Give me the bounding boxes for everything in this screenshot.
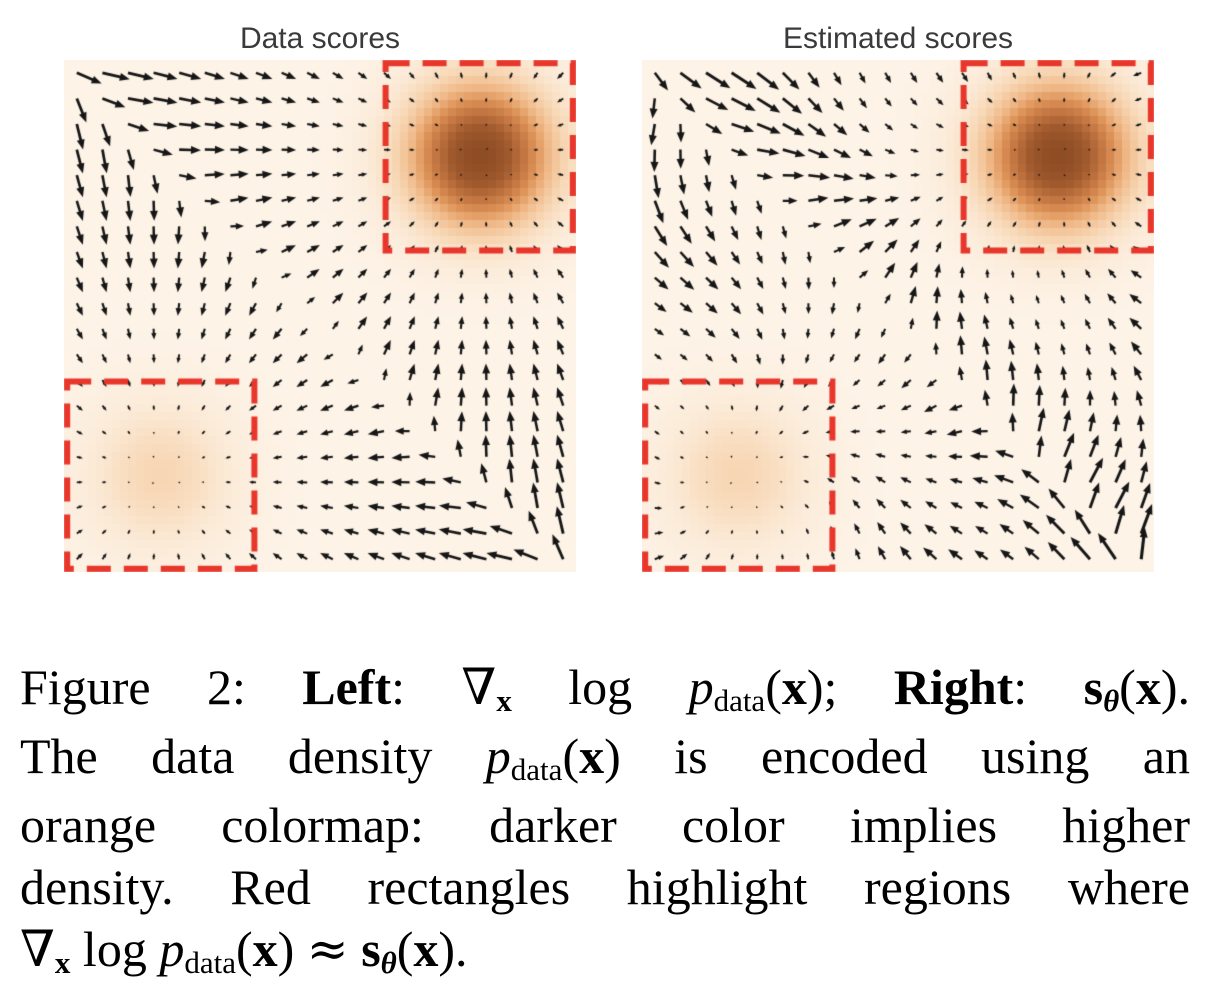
caption-text-segment: data [184, 944, 236, 980]
caption-text-segment: θ [380, 944, 397, 980]
caption-text-segment: x [54, 944, 71, 980]
caption-text-segment: x [252, 921, 278, 977]
figure-caption: Figure 2: Left: ∇x log pdata(x); Right: … [20, 656, 1190, 987]
caption-text-segment: ); [806, 659, 894, 715]
caption-text-segment: ( [396, 921, 414, 977]
panel-title-data-scores: Data scores [239, 22, 401, 55]
caption-text-segment: p [485, 728, 511, 784]
caption-text-segment: ( [765, 659, 782, 715]
caption-text-segment: ∇ [461, 658, 497, 716]
caption-text-segment: log [70, 921, 160, 977]
caption-line: orange colormap: darker color implies hi… [20, 794, 1190, 856]
caption-text-segment: : [1013, 659, 1084, 715]
caption-text-segment [349, 921, 362, 977]
caption-line: ∇x log pdata(x) ≈ sθ(x). [20, 918, 1190, 987]
caption-text-segment: Left [302, 659, 392, 715]
caption-text-segment: ( [235, 921, 253, 977]
caption-text-segment: p [688, 659, 714, 715]
caption-text-segment: θ [1103, 682, 1120, 718]
caption-text-segment: Figure 2: [20, 659, 303, 715]
caption-text-segment: : [391, 659, 462, 715]
caption-line: Figure 2: Left: ∇x log pdata(x); Right: … [20, 656, 1190, 725]
caption-text-segment: ∇ [20, 920, 55, 978]
caption-text-segment: ) is encoded using an [604, 728, 1190, 784]
caption-text-segment: x [1135, 659, 1161, 715]
caption-text-segment: ) [277, 921, 307, 977]
caption-text-segment: s [1083, 659, 1104, 715]
caption-text-segment: orange colormap: darker color implies hi… [20, 797, 1190, 853]
quiver-plot-data-scores [64, 60, 576, 572]
caption-text-segment: x [781, 659, 807, 715]
caption-text-segment: ). [438, 921, 468, 977]
caption-text-segment: ). [1160, 659, 1190, 715]
caption-text-segment: p [159, 921, 185, 977]
caption-line: The data density pdata(x) is encoded usi… [20, 725, 1190, 794]
caption-text-segment: x [579, 728, 605, 784]
caption-text-segment: density. Red rectangles highlight region… [20, 859, 1190, 915]
panel-title-estimated-scores: Estimated scores [782, 22, 1014, 55]
caption-text-segment: x [413, 921, 439, 977]
caption-text-segment: ( [1119, 659, 1136, 715]
caption-text-segment: Right [893, 659, 1014, 715]
caption-text-segment: x [496, 682, 512, 718]
caption-text-segment: The data density [20, 728, 486, 784]
caption-text-segment: ( [562, 728, 580, 784]
caption-text-segment: ≈ [306, 920, 349, 978]
caption-text-segment: log [511, 659, 689, 715]
caption-text-segment: data [510, 751, 563, 787]
caption-text-segment: s [361, 921, 381, 977]
caption-text-segment: data [713, 682, 766, 718]
caption-line: density. Red rectangles highlight region… [20, 856, 1190, 918]
quiver-plot-estimated-scores [642, 60, 1154, 572]
